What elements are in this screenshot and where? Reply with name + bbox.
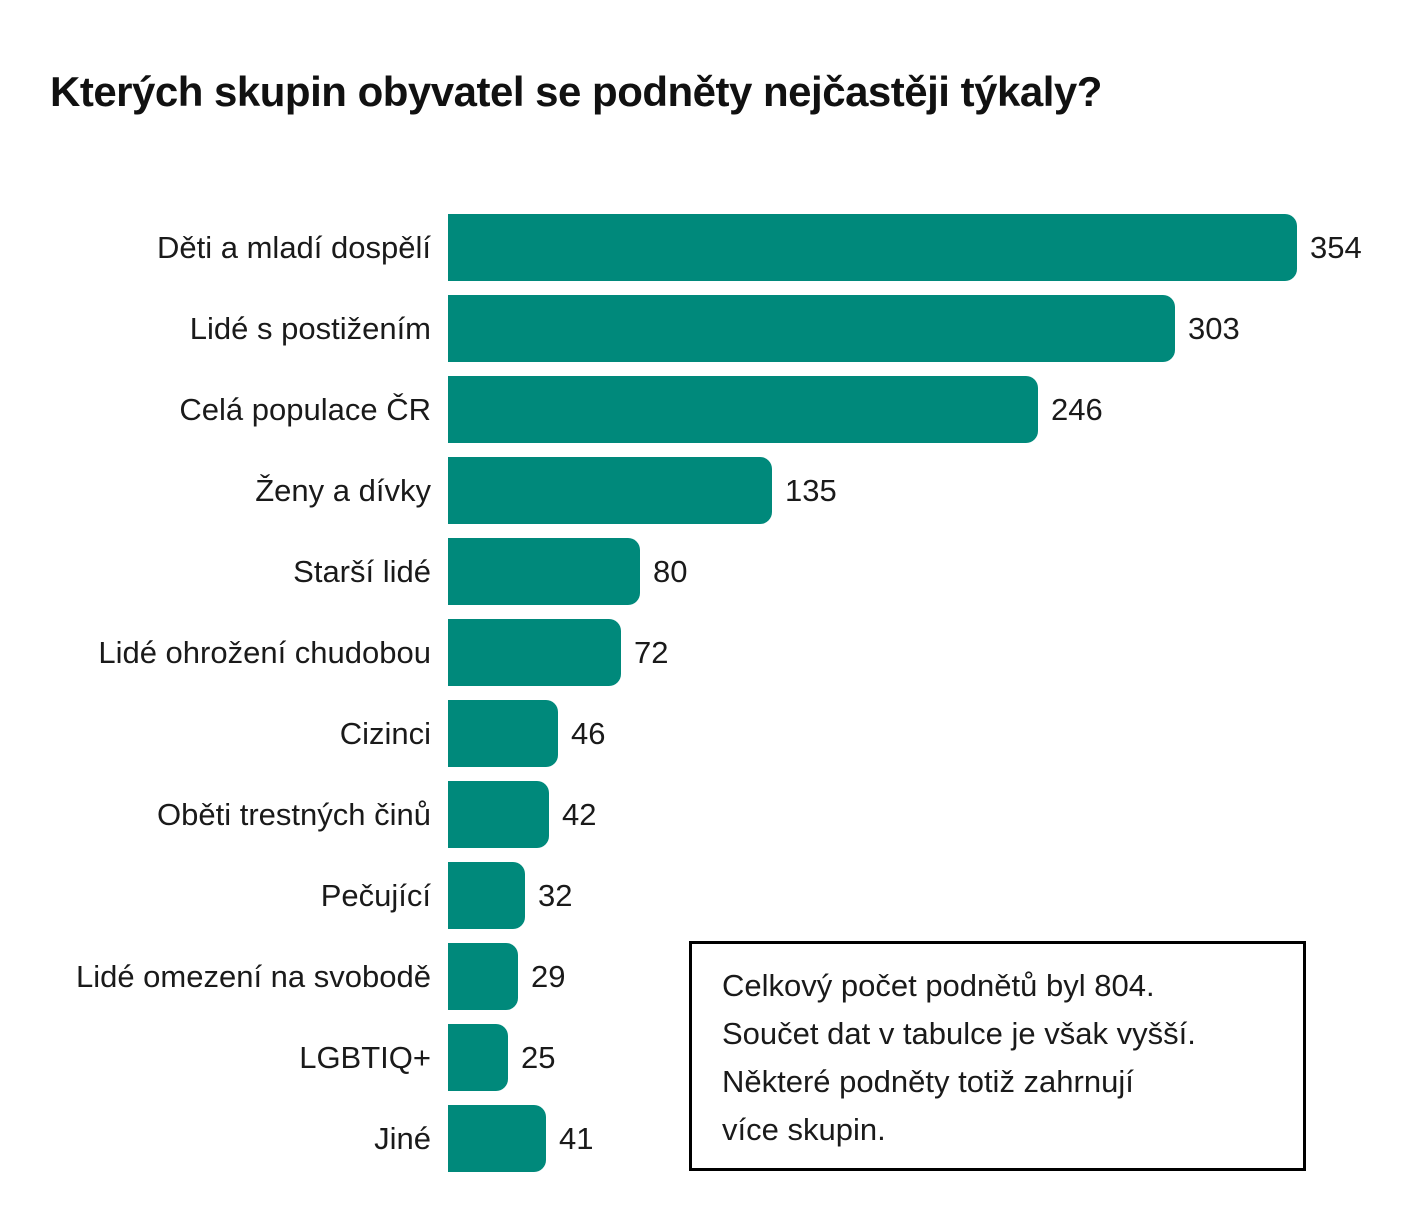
value-label: 46 bbox=[571, 715, 606, 751]
bar-row: Ženy a dívky 135 bbox=[0, 457, 1414, 538]
value-label: 42 bbox=[562, 796, 597, 832]
category-label: Oběti trestných činů bbox=[157, 796, 431, 832]
bar bbox=[448, 781, 549, 848]
bar bbox=[448, 700, 558, 767]
bar bbox=[448, 538, 640, 605]
category-label: Lidé ohrožení chudobou bbox=[98, 634, 431, 670]
chart-title: Kterých skupin obyvatel se podněty nejča… bbox=[50, 68, 1102, 115]
value-label: 80 bbox=[653, 553, 688, 589]
bar bbox=[448, 943, 518, 1010]
category-label: Jiné bbox=[374, 1120, 431, 1156]
value-label: 32 bbox=[538, 877, 573, 913]
note-line: více skupin. bbox=[722, 1112, 886, 1147]
bar bbox=[448, 619, 621, 686]
bar bbox=[448, 457, 772, 524]
value-label: 135 bbox=[785, 472, 837, 508]
category-label: Lidé s postižením bbox=[189, 310, 431, 346]
bar-row: Celá populace ČR 246 bbox=[0, 376, 1414, 457]
value-label: 303 bbox=[1188, 310, 1240, 346]
note-line: Celkový počet podnětů byl 804. bbox=[722, 968, 1155, 1003]
category-label: Děti a mladí dospělí bbox=[157, 229, 431, 265]
bar bbox=[448, 862, 525, 929]
category-label: Celá populace ČR bbox=[179, 391, 431, 427]
bar-row: Děti a mladí dospělí 354 bbox=[0, 214, 1414, 295]
bar-row: Starší lidé 80 bbox=[0, 538, 1414, 619]
bar-row: Lidé ohrožení chudobou 72 bbox=[0, 619, 1414, 700]
category-label: Pečující bbox=[320, 877, 431, 913]
bar bbox=[448, 1024, 508, 1091]
category-label: Lidé omezení na svobodě bbox=[75, 958, 431, 994]
bar bbox=[448, 376, 1038, 443]
category-label: Starší lidé bbox=[293, 553, 431, 589]
note-line: Některé podněty totiž zahrnují bbox=[722, 1064, 1134, 1099]
bar bbox=[448, 295, 1175, 362]
bar-row: LGBTIQ+ 25 bbox=[0, 1024, 1414, 1105]
bar-row: Pečující 32 bbox=[0, 862, 1414, 943]
value-label: 72 bbox=[634, 634, 669, 670]
bar-row: Lidé omezení na svobodě 29 bbox=[0, 943, 1414, 1024]
bar bbox=[448, 214, 1297, 281]
bar-row: Lidé s postižením 303 bbox=[0, 295, 1414, 376]
bar-row: Oběti trestných činů 42 bbox=[0, 781, 1414, 862]
bar-row: Jiné 41 bbox=[0, 1105, 1414, 1186]
value-label: 25 bbox=[521, 1039, 556, 1075]
bar-chart: Děti a mladí dospělí 354 Lidé s postižen… bbox=[0, 214, 1414, 1186]
bar bbox=[448, 1105, 546, 1172]
value-label: 29 bbox=[531, 958, 566, 994]
note-box: Celkový počet podnětů byl 804. Součet da… bbox=[689, 941, 1306, 1171]
bar-row: Cizinci 46 bbox=[0, 700, 1414, 781]
value-label: 41 bbox=[559, 1120, 594, 1156]
value-label: 354 bbox=[1310, 229, 1362, 265]
value-label: 246 bbox=[1051, 391, 1103, 427]
category-label: Cizinci bbox=[339, 715, 431, 751]
note-line: Součet dat v tabulce je však vyšší. bbox=[722, 1016, 1196, 1051]
category-label: LGBTIQ+ bbox=[299, 1039, 431, 1075]
category-label: Ženy a dívky bbox=[255, 472, 431, 508]
